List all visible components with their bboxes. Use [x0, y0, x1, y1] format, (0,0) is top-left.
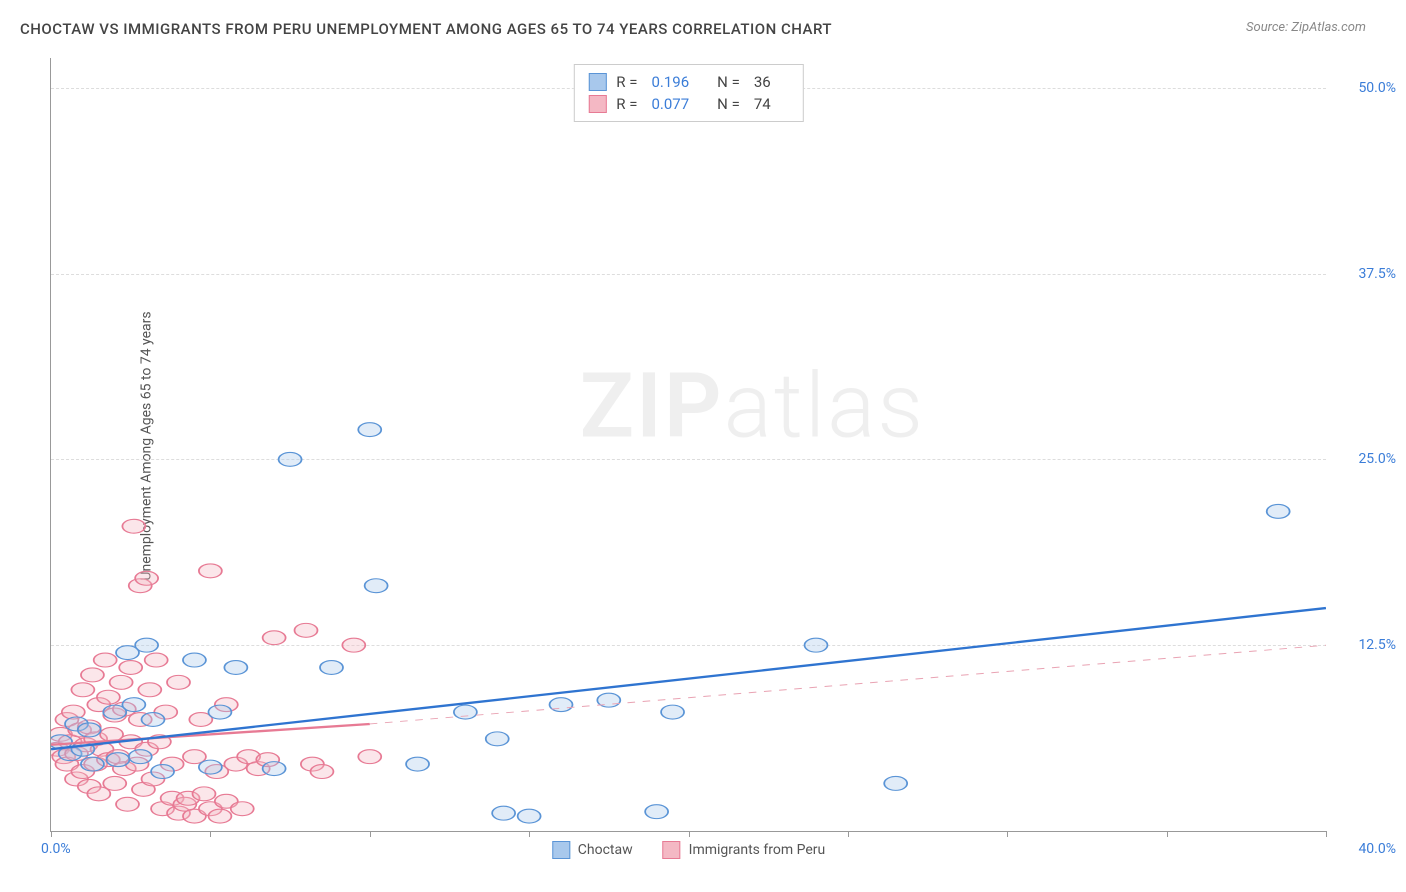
data-point-choctaw — [224, 661, 247, 675]
data-point-choctaw — [454, 705, 477, 719]
x-tick — [848, 831, 849, 837]
swatch-peru-bottom — [663, 841, 681, 859]
correlation-legend: R = 0.196 N = 36 R = 0.077 N = 74 — [573, 64, 803, 122]
legend-item-choctaw: Choctaw — [552, 841, 633, 859]
data-point-choctaw — [406, 757, 429, 771]
data-point-choctaw — [486, 732, 509, 746]
r-value-1: 0.077 — [651, 95, 689, 113]
data-point-immigrants-from-peru — [167, 675, 190, 689]
legend-item-peru: Immigrants from Peru — [663, 841, 826, 859]
chart-title: CHOCTAW VS IMMIGRANTS FROM PERU UNEMPLOY… — [20, 20, 832, 38]
data-point-immigrants-from-peru — [135, 571, 158, 585]
data-point-choctaw — [129, 750, 152, 764]
data-point-choctaw — [884, 776, 907, 790]
data-point-choctaw — [661, 705, 684, 719]
data-point-immigrants-from-peru — [342, 638, 365, 652]
x-tick — [1007, 831, 1008, 837]
x-tick — [689, 831, 690, 837]
data-point-immigrants-from-peru — [81, 668, 104, 682]
data-point-choctaw — [358, 423, 381, 437]
data-point-choctaw — [199, 760, 222, 774]
data-point-immigrants-from-peru — [193, 787, 216, 801]
x-tick — [529, 831, 530, 837]
data-point-choctaw — [183, 653, 206, 667]
x-tick — [210, 831, 211, 837]
plot-svg — [51, 58, 1326, 831]
data-point-immigrants-from-peru — [310, 765, 333, 779]
x-tick — [1326, 831, 1327, 837]
plot-area: ZIPatlas R = 0.196 N = 36 R = 0.077 N = … — [50, 58, 1326, 832]
data-point-immigrants-from-peru — [71, 683, 94, 697]
x-tick — [370, 831, 371, 837]
y-tick-label: 25.0% — [1336, 451, 1396, 467]
data-point-immigrants-from-peru — [231, 802, 254, 816]
data-point-immigrants-from-peru — [208, 809, 231, 823]
data-point-choctaw — [78, 723, 101, 737]
r-label-1: R = — [616, 95, 637, 113]
data-point-choctaw — [1267, 504, 1290, 518]
data-point-immigrants-from-peru — [119, 661, 142, 675]
source-attribution: Source: ZipAtlas.com — [1246, 20, 1366, 35]
data-point-immigrants-from-peru — [199, 564, 222, 578]
data-point-choctaw — [208, 705, 231, 719]
data-point-immigrants-from-peru — [110, 675, 133, 689]
legend-row-choctaw: R = 0.196 N = 36 — [588, 71, 788, 93]
trendline-peru-dash — [370, 645, 1326, 724]
data-point-immigrants-from-peru — [97, 690, 120, 704]
data-point-immigrants-from-peru — [116, 797, 139, 811]
data-point-choctaw — [365, 579, 388, 593]
legend-label-choctaw: Choctaw — [578, 842, 633, 858]
x-tick — [1167, 831, 1168, 837]
data-point-immigrants-from-peru — [295, 623, 318, 637]
data-point-choctaw — [81, 757, 104, 771]
data-point-immigrants-from-peru — [138, 683, 161, 697]
data-point-choctaw — [518, 809, 541, 823]
data-point-choctaw — [151, 765, 174, 779]
swatch-peru — [588, 95, 606, 113]
legend-row-peru: R = 0.077 N = 74 — [588, 93, 788, 115]
x-min-label: 0.0% — [41, 841, 71, 857]
swatch-choctaw — [588, 73, 606, 91]
y-tick-label: 50.0% — [1336, 80, 1396, 96]
data-point-choctaw — [279, 452, 302, 466]
n-value-1: 74 — [754, 95, 771, 113]
data-point-immigrants-from-peru — [103, 776, 126, 790]
data-point-immigrants-from-peru — [122, 519, 145, 533]
data-point-immigrants-from-peru — [145, 653, 168, 667]
y-tick-label: 37.5% — [1336, 266, 1396, 282]
r-label-0: R = — [616, 73, 637, 91]
trendline-choctaw — [51, 608, 1326, 749]
x-tick — [51, 831, 52, 837]
data-point-choctaw — [550, 698, 573, 712]
data-point-choctaw — [106, 753, 129, 767]
swatch-choctaw-bottom — [552, 841, 570, 859]
data-point-choctaw — [142, 713, 165, 727]
x-max-label: 40.0% — [1336, 841, 1396, 857]
y-tick-label: 12.5% — [1336, 637, 1396, 653]
n-value-0: 36 — [754, 73, 771, 91]
n-label-1: N = — [717, 95, 740, 113]
r-value-0: 0.196 — [651, 73, 689, 91]
data-point-choctaw — [122, 698, 145, 712]
data-point-choctaw — [135, 638, 158, 652]
data-point-choctaw — [805, 638, 828, 652]
data-point-choctaw — [320, 661, 343, 675]
data-point-choctaw — [645, 805, 668, 819]
series-legend: Choctaw Immigrants from Peru — [552, 841, 825, 859]
data-point-immigrants-from-peru — [263, 631, 286, 645]
data-point-choctaw — [492, 806, 515, 820]
data-point-immigrants-from-peru — [94, 653, 117, 667]
data-point-choctaw — [263, 762, 286, 776]
data-point-immigrants-from-peru — [358, 750, 381, 764]
n-label-0: N = — [717, 73, 740, 91]
legend-label-peru: Immigrants from Peru — [689, 842, 826, 858]
